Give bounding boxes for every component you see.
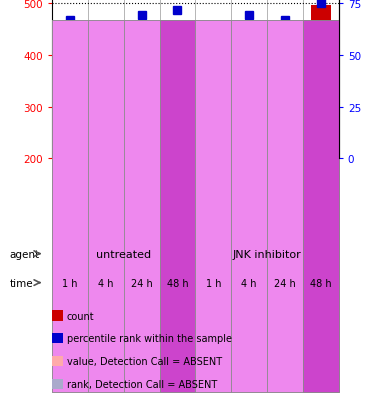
Bar — [231, 21, 267, 392]
Text: GSM108916: GSM108916 — [244, 166, 254, 218]
Bar — [132, 69, 151, 159]
Text: GSM108913: GSM108913 — [65, 166, 74, 218]
Text: 4 h: 4 h — [98, 278, 114, 288]
Text: GSM108917: GSM108917 — [137, 166, 146, 218]
Text: untreated: untreated — [96, 249, 151, 259]
Text: 24 h: 24 h — [274, 278, 296, 288]
Text: GSM108915: GSM108915 — [101, 166, 110, 218]
Bar — [88, 21, 124, 392]
Bar — [52, 21, 88, 392]
Text: 48 h: 48 h — [167, 278, 188, 288]
Text: GSM108919: GSM108919 — [173, 166, 182, 218]
Text: 4 h: 4 h — [241, 278, 257, 288]
Bar — [52, 21, 196, 392]
Bar — [167, 40, 187, 159]
Bar — [196, 21, 231, 392]
Text: percentile rank within the sample: percentile rank within the sample — [67, 333, 232, 344]
Text: 48 h: 48 h — [310, 278, 332, 288]
Text: GSM108918: GSM108918 — [281, 166, 290, 218]
Bar — [159, 21, 196, 392]
Text: 1 h: 1 h — [206, 278, 221, 288]
Text: 24 h: 24 h — [131, 278, 152, 288]
Bar — [60, 97, 80, 159]
Bar — [275, 90, 295, 159]
Bar — [96, 126, 115, 159]
Bar — [124, 21, 159, 392]
Bar — [311, 6, 331, 159]
Bar — [239, 71, 259, 159]
Text: GSM108914: GSM108914 — [209, 166, 218, 218]
Text: count: count — [67, 311, 94, 321]
Text: 1 h: 1 h — [62, 278, 78, 288]
Text: agent: agent — [10, 249, 40, 259]
Bar — [196, 21, 339, 392]
Text: rank, Detection Call = ABSENT: rank, Detection Call = ABSENT — [67, 379, 217, 389]
Bar — [203, 148, 223, 159]
Text: time: time — [10, 278, 33, 288]
Bar — [267, 21, 303, 392]
Text: JNK inhibitor: JNK inhibitor — [233, 249, 301, 259]
Bar — [303, 21, 339, 392]
Text: GSM108920: GSM108920 — [316, 166, 325, 218]
Text: value, Detection Call = ABSENT: value, Detection Call = ABSENT — [67, 356, 222, 366]
